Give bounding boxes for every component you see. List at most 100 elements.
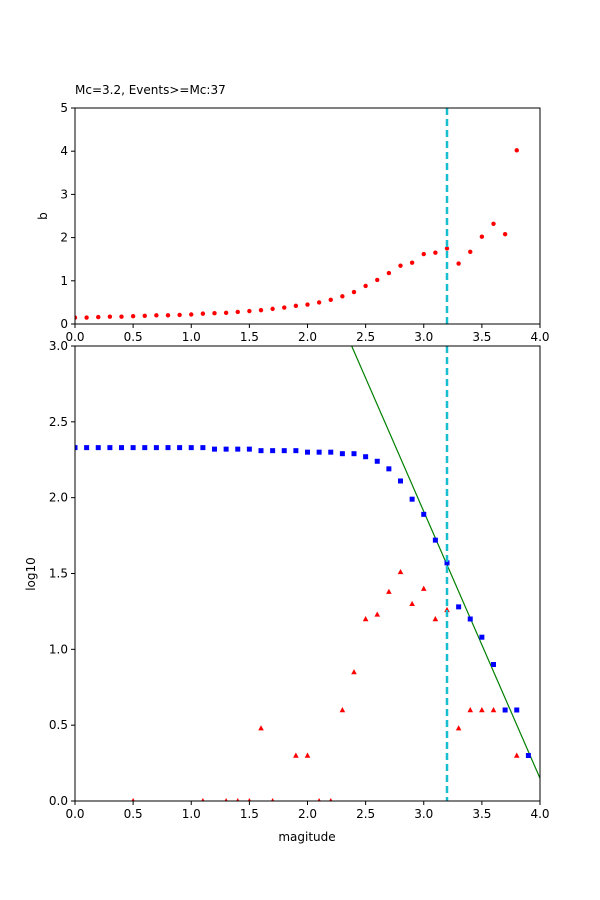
- cumulative-count-point: [491, 662, 496, 667]
- cumulative-count-point: [467, 616, 473, 622]
- b-value-point: [328, 297, 333, 303]
- b-value-point: [119, 314, 124, 319]
- frequency-magnitude-axis-ticks: 0.0 0.5 1.0 1.5 2.0 2.5 3.0 3.5 4.0 0.0 0.5 1.0 1.5 2…: [49, 339, 550, 821]
- y-tick-label: 1: [60, 274, 68, 288]
- cumulative-count-point: [502, 707, 508, 713]
- x-tick-label: 0.5: [124, 807, 143, 821]
- x-tick-label: 4.0: [530, 807, 549, 821]
- b-value-plot-frame: [74, 107, 541, 325]
- cumulative-count-point: [95, 445, 101, 451]
- x-tick-label: 3.0: [414, 330, 433, 344]
- x-tick-label: 3.5: [472, 330, 491, 344]
- incremental-count-point: [329, 798, 333, 801]
- frequency-magnitude-marks: [75, 346, 540, 801]
- incremental-count-point: [455, 725, 462, 731]
- incremental-count-point: [339, 707, 346, 713]
- y-tick-label: 0.5: [49, 718, 68, 732]
- incremental-count-point: [317, 798, 321, 801]
- b-value-point: [316, 300, 322, 305]
- cumulative-count-point: [84, 445, 90, 451]
- b-value-point: [130, 314, 136, 319]
- cumulative-count-point: [246, 446, 252, 452]
- incremental-count-point: [467, 707, 474, 713]
- y-tick-label: 2: [60, 231, 68, 245]
- y-tick-label: 1.5: [49, 567, 68, 581]
- b-value-point: [468, 249, 473, 255]
- b-value-point: [386, 270, 392, 276]
- b-value-axis-ticks: 0.0 0.5 1.0 1.5 2.0 2.5 3.0 3.5 4.0 0 1 2 3 4 5: [60, 101, 549, 344]
- cumulative-count-point: [130, 445, 136, 451]
- x-tick-label: 1.0: [182, 807, 201, 821]
- b-value-point: [189, 312, 194, 317]
- cumulative-count-point: [432, 537, 438, 543]
- cumulative-count-point: [177, 445, 183, 451]
- cumulative-count-point: [363, 454, 369, 460]
- b-value-point: [223, 310, 229, 315]
- incremental-count-point: [513, 752, 520, 758]
- b-value-point: [165, 313, 171, 318]
- x-tick-label: 4.0: [530, 330, 549, 344]
- y-tick-label: 2.5: [49, 415, 68, 429]
- b-value-point: [258, 307, 264, 313]
- x-tick-label: 2.0: [298, 330, 317, 344]
- b-value-point: [282, 305, 287, 310]
- x-tick-label: 0.0: [65, 807, 84, 821]
- incremental-count-point: [258, 725, 264, 731]
- incremental-count-point: [444, 606, 450, 613]
- b-value-point: [502, 231, 508, 237]
- frequency-magnitude-clipped-marks: [75, 346, 540, 801]
- b-value-panel: 0.0 0.5 1.0 1.5 2.0 2.5 3.0 3.5 4.0 0 1 2 3 4 5 Mc=3.2…: [36, 83, 550, 344]
- cumulative-count-point: [398, 478, 403, 484]
- cumulative-count-point: [386, 466, 392, 472]
- frequency-magnitude-panel: 0.0 0.5 1.0 1.5 2.0 2.5 3.0 3.5 4.0 0.0 0.5 1.0 1.5 2…: [24, 339, 550, 844]
- b-value-clipped-marks: [75, 108, 519, 324]
- frequency-magnitude-ylabel: log10: [24, 557, 38, 591]
- b-value-point: [75, 315, 78, 320]
- cumulative-count-point: [328, 449, 334, 455]
- cumulative-count-point: [456, 604, 462, 610]
- cumulative-count-point: [409, 496, 415, 502]
- cumulative-count-point: [235, 446, 241, 452]
- b-value-point: [177, 312, 182, 318]
- y-tick-label: 4: [60, 144, 68, 158]
- incremental-count-point: [236, 798, 240, 801]
- b-value-point: [154, 313, 159, 318]
- cumulative-count-point: [153, 445, 159, 451]
- incremental-count-point: [386, 588, 392, 594]
- cumulative-count-point: [316, 449, 322, 455]
- y-tick-label: 0: [60, 317, 68, 331]
- b-value-point: [142, 313, 147, 318]
- incremental-count-point: [304, 752, 311, 758]
- x-tick-label: 0.0: [65, 330, 84, 344]
- cumulative-count-point: [142, 445, 148, 451]
- cumulative-count-point: [281, 448, 287, 454]
- cumulative-count-point: [188, 445, 194, 451]
- incremental-count-point: [224, 798, 228, 801]
- b-value-marks: [75, 108, 519, 324]
- incremental-count-point: [479, 707, 485, 713]
- incremental-count-point: [420, 585, 427, 591]
- b-value-point: [107, 314, 113, 319]
- y-tick-label: 3: [60, 187, 68, 201]
- incremental-count-point: [201, 798, 205, 801]
- b-value-point: [340, 294, 345, 299]
- x-tick-label: 2.5: [356, 330, 375, 344]
- x-tick-label: 2.5: [356, 807, 375, 821]
- incremental-count-point: [432, 616, 439, 622]
- cumulative-count-point: [305, 449, 310, 455]
- b-value-point: [84, 315, 89, 320]
- cumulative-count-point: [514, 707, 520, 713]
- cumulative-count-point: [444, 560, 450, 566]
- b-value-point: [200, 311, 206, 316]
- cumulative-count-point: [270, 448, 276, 454]
- frequency-magnitude-plot-frame: [74, 345, 541, 802]
- cumulative-count-point: [293, 448, 299, 454]
- incremental-count-point: [409, 600, 415, 607]
- y-tick-label: 2.0: [49, 491, 68, 505]
- incremental-count-point: [362, 616, 369, 622]
- b-value-point: [375, 277, 380, 283]
- x-tick-label: 1.0: [182, 330, 201, 344]
- b-value-point: [491, 221, 496, 226]
- b-value-point: [456, 261, 461, 266]
